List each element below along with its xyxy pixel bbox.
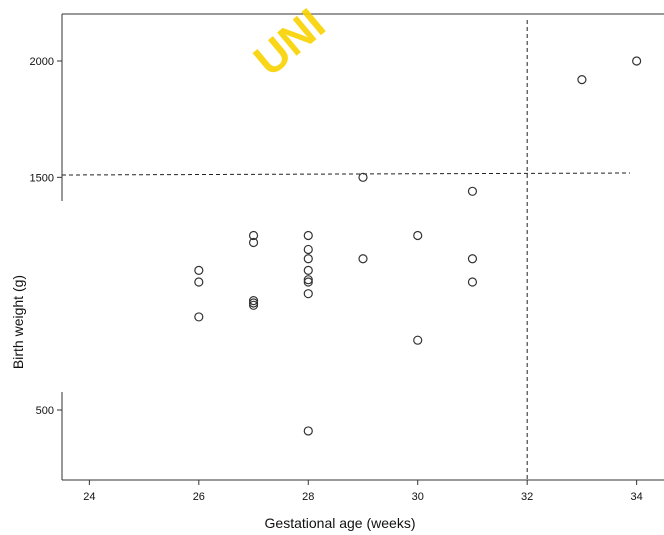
data-point xyxy=(413,230,423,241)
plot-frame xyxy=(61,13,664,481)
x-axis-ticks: 24 26 28 30 32 34 xyxy=(83,480,643,503)
data-point xyxy=(248,296,259,306)
reference-lines xyxy=(61,20,631,480)
data-point xyxy=(248,298,259,308)
x-tick-label: 30 xyxy=(412,491,424,503)
x-tick-label: 24 xyxy=(83,491,95,503)
data-point xyxy=(194,265,204,275)
data-point xyxy=(413,335,423,345)
reference-line-horizontal xyxy=(61,172,631,176)
data-point xyxy=(303,289,313,299)
data-point xyxy=(303,254,313,264)
x-tick-label: 34 xyxy=(631,491,643,503)
y-axis-ticks: 500 1500 2000 xyxy=(30,56,62,417)
data-point xyxy=(303,244,313,255)
data-point xyxy=(467,186,478,196)
watermark-layer: UNI xyxy=(245,0,335,86)
data-point xyxy=(632,56,642,66)
data-point xyxy=(248,230,259,241)
y-axis-title: Birth weight (g) xyxy=(10,275,26,369)
x-tick-label: 28 xyxy=(302,491,314,503)
watermark-text: UNI xyxy=(245,0,335,86)
data-point xyxy=(248,237,259,248)
data-points xyxy=(194,56,642,436)
y-tick-label: 500 xyxy=(36,405,54,417)
x-tick-label: 32 xyxy=(521,491,533,503)
data-point xyxy=(248,300,259,310)
data-point xyxy=(303,230,313,241)
data-point xyxy=(303,265,313,275)
x-axis-title: Gestational age (weeks) xyxy=(265,515,416,531)
data-point xyxy=(467,277,478,287)
data-point xyxy=(303,426,313,436)
data-point xyxy=(303,275,313,285)
y-tick-label: 2000 xyxy=(30,56,54,68)
data-point xyxy=(194,277,204,287)
y-tick-label: 1500 xyxy=(30,172,54,184)
data-point xyxy=(358,172,368,182)
data-point xyxy=(194,312,204,322)
data-point xyxy=(577,75,587,85)
data-point xyxy=(467,254,478,264)
data-point xyxy=(303,277,313,287)
x-tick-label: 26 xyxy=(193,491,205,503)
data-point xyxy=(358,254,368,264)
